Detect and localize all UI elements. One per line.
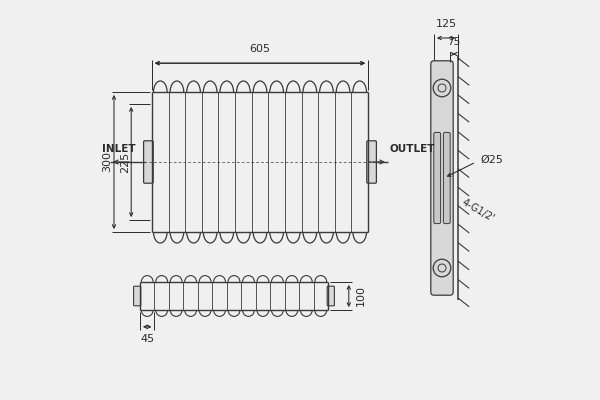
FancyBboxPatch shape: [443, 132, 450, 224]
Text: 125: 125: [436, 19, 457, 29]
Text: 45: 45: [140, 334, 154, 344]
FancyBboxPatch shape: [134, 286, 141, 306]
Text: 75: 75: [448, 37, 461, 47]
Text: 605: 605: [250, 44, 271, 54]
Text: 225: 225: [120, 151, 130, 173]
FancyBboxPatch shape: [367, 141, 376, 183]
FancyBboxPatch shape: [327, 286, 334, 306]
Text: 4-G1/2': 4-G1/2': [460, 197, 496, 223]
Text: 100: 100: [356, 286, 366, 306]
FancyBboxPatch shape: [434, 132, 440, 224]
Text: OUTLET: OUTLET: [390, 144, 436, 154]
Text: Ø25: Ø25: [480, 155, 503, 165]
Text: INLET: INLET: [102, 144, 136, 154]
Text: 300: 300: [102, 152, 112, 172]
FancyBboxPatch shape: [143, 141, 153, 183]
FancyBboxPatch shape: [431, 61, 453, 295]
